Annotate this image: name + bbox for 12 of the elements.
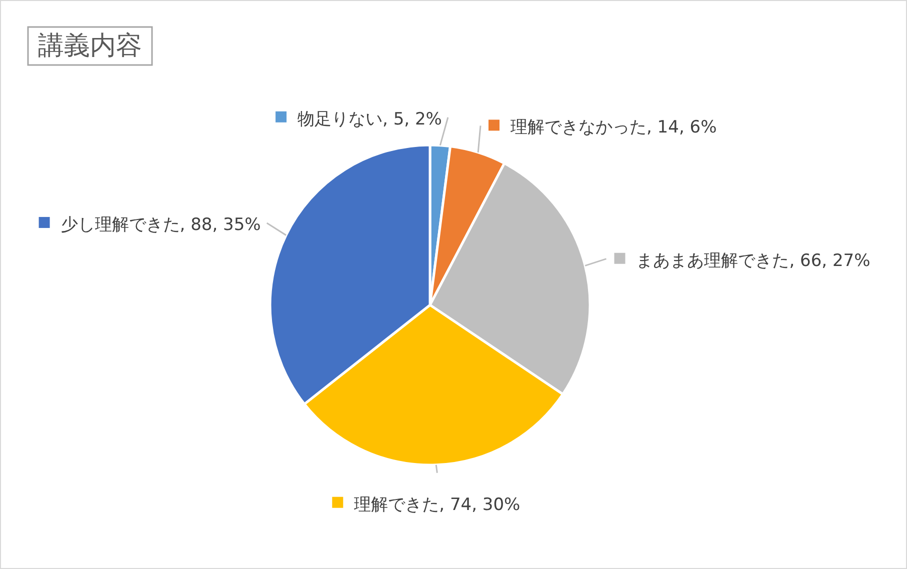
data-label: , 14, 6% [646, 118, 717, 138]
legend-label: 理解できなかった [510, 118, 646, 138]
data-label: , 88, 35% [180, 214, 261, 235]
title: 講義内容 [27, 26, 153, 66]
legend-label: 物足りない [298, 109, 383, 130]
chart-title: 講義内容 [38, 31, 142, 61]
data-label: , 5, 2% [382, 109, 442, 130]
legend-label: まあまあ理解できた [636, 250, 790, 271]
legend-label: 少し理解できた [60, 214, 180, 235]
legend-label: 理解できた [354, 494, 440, 515]
data-label: , 66, 27% [789, 250, 870, 271]
data-label: , 74, 30% [439, 494, 520, 515]
